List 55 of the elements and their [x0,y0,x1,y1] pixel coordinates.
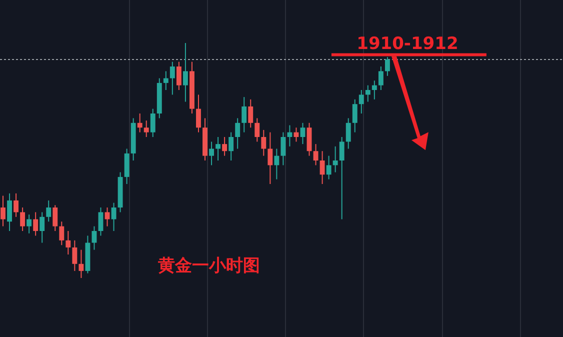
candlestick [182,42,188,102]
candlestick [104,207,110,227]
candlestick [352,98,358,133]
candlestick [92,226,97,250]
candlestick [306,122,312,156]
candlestick [228,132,234,161]
candlestick [378,66,384,90]
candlestick [268,132,273,184]
candlestick [365,84,370,102]
candlestick [280,132,286,166]
candlestick [254,118,260,142]
candlestick [320,150,325,184]
candlestick [326,155,332,180]
candlestick [163,70,168,90]
candlestick [150,108,156,138]
candlestick [20,207,26,232]
candlestick [14,192,19,218]
candlestick [0,195,6,227]
candlestick [346,118,351,150]
candlestick [176,61,182,90]
candlestick [33,212,38,236]
candlestick [384,56,390,76]
candlestick [46,200,52,222]
candlestick [313,144,318,166]
candlestick [66,230,71,255]
candlestick [209,141,214,166]
candlestick [339,136,344,220]
candlestick [261,129,266,156]
candlestick [72,240,78,272]
candlestick [52,204,58,232]
candlestick [144,120,149,138]
candlestick [287,124,292,147]
candlestick [40,212,45,244]
candlestick [332,146,338,173]
candlestick [372,80,377,100]
candlestick [98,207,104,236]
candlestick [248,98,254,128]
candlestick [222,136,228,156]
candlestick [7,192,12,232]
candlestick [274,148,280,180]
candlestick [111,202,116,232]
candlestick [216,136,221,161]
candlestick [358,90,364,114]
candlestick [137,113,142,133]
candlestick [242,96,247,133]
candlestick [26,214,32,234]
candlestick [78,249,84,278]
candlestick [124,148,130,184]
candlestick [196,94,201,133]
annotation: 黄金一小时图 [157,256,260,276]
candlestick [235,118,240,150]
candlestick [59,221,64,246]
annotation: 1910-1912 [356,34,458,54]
candlestick [170,61,175,96]
candlestick [300,122,306,145]
